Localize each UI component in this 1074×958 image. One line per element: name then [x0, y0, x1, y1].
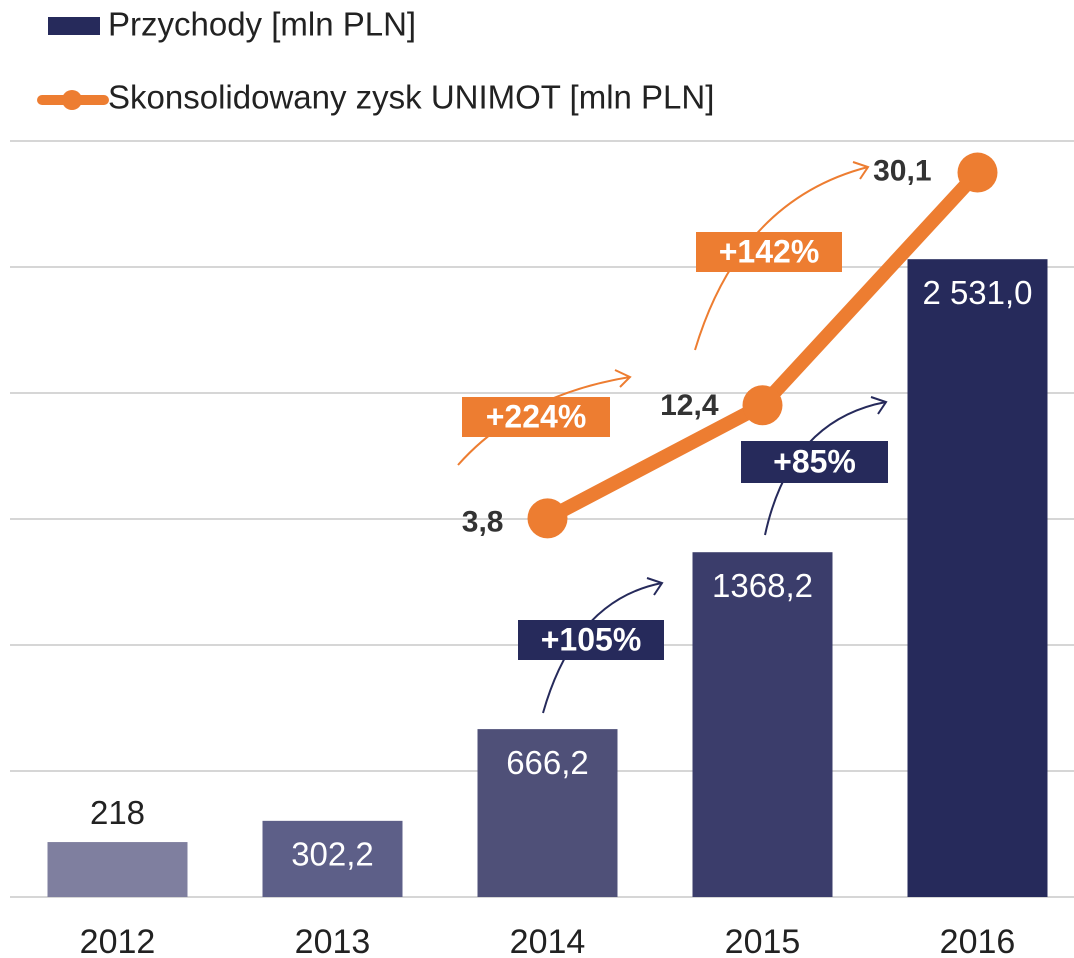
line-point — [742, 385, 783, 426]
data-label: 30,1 — [873, 154, 931, 187]
annotation-box — [518, 620, 664, 660]
data-label: 218 — [90, 794, 145, 831]
line-point — [527, 498, 568, 539]
line-point — [957, 152, 998, 193]
annotation-arrowhead — [852, 161, 870, 180]
annotation-arrowhead — [614, 369, 632, 388]
x-tick-label: 2014 — [510, 923, 586, 958]
annotation-arrowhead — [646, 577, 664, 596]
data-label: 2 531,0 — [922, 274, 1032, 311]
data-label: 12,4 — [660, 389, 719, 422]
x-tick-label: 2012 — [80, 923, 156, 958]
data-label: 302,2 — [291, 836, 374, 873]
x-tick-label: 2015 — [725, 923, 801, 958]
data-label: 666,2 — [506, 744, 589, 781]
annotation-box — [741, 441, 888, 483]
annotation-text: +224% — [486, 398, 587, 434]
annotation-box — [696, 232, 842, 272]
legend-swatch — [48, 17, 100, 35]
x-tick-label: 2016 — [940, 923, 1016, 958]
annotation-text: +105% — [541, 621, 642, 657]
legend-label: Skonsolidowany zysk UNIMOT [mln PLN] — [108, 79, 714, 116]
annotation-text: +85% — [773, 443, 856, 479]
annotation-arrow — [694, 166, 869, 351]
annotation-text: +142% — [719, 233, 820, 269]
annotation-box — [462, 397, 610, 437]
legend-swatch — [62, 90, 82, 110]
data-label: 1368,2 — [712, 567, 813, 604]
bar — [907, 259, 1048, 897]
bar — [477, 729, 618, 897]
legend-label: Przychody [mln PLN] — [108, 6, 416, 43]
bar — [47, 842, 188, 897]
bar — [692, 552, 833, 897]
data-label: 3,8 — [462, 505, 504, 538]
x-tick-label: 2013 — [295, 923, 371, 958]
bar — [262, 820, 403, 897]
annotation-arrowhead — [870, 396, 888, 415]
